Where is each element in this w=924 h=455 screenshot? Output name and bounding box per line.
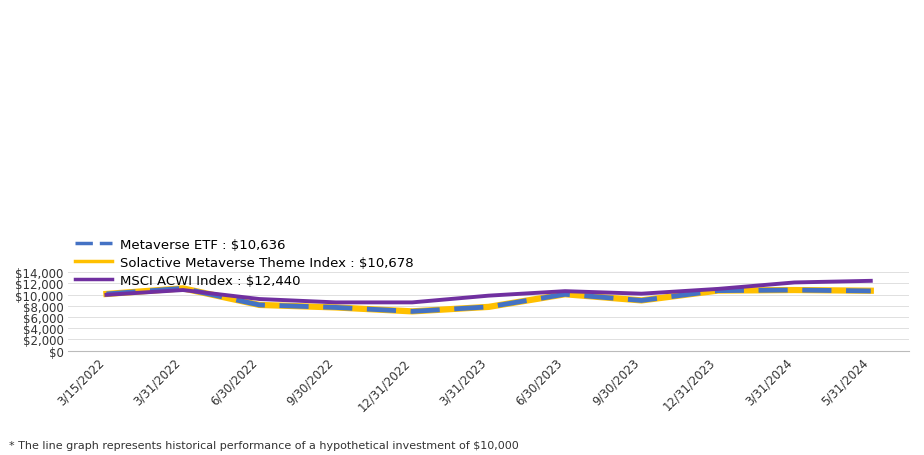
MSCI ACWI Index : $12,440: (9, 1.22e+04): $12,440: (9, 1.22e+04) — [789, 280, 800, 286]
Solactive Metaverse Theme Index : $10,678: (2, 8.15e+03): $10,678: (2, 8.15e+03) — [254, 303, 265, 308]
Metaverse ETF : $10,636: (5, 7.8e+03): $10,636: (5, 7.8e+03) — [483, 304, 494, 310]
Metaverse ETF : $10,636: (10, 1.06e+04): $10,636: (10, 1.06e+04) — [865, 288, 876, 294]
MSCI ACWI Index : $12,440: (1, 1.08e+04): $12,440: (1, 1.08e+04) — [177, 288, 188, 293]
Solactive Metaverse Theme Index : $10,678: (6, 1e+04): $10,678: (6, 1e+04) — [560, 292, 571, 297]
MSCI ACWI Index : $12,440: (0, 9.95e+03): $12,440: (0, 9.95e+03) — [101, 293, 112, 298]
Solactive Metaverse Theme Index : $10,678: (7, 8.95e+03): $10,678: (7, 8.95e+03) — [636, 298, 647, 303]
MSCI ACWI Index : $12,440: (2, 9.2e+03): $12,440: (2, 9.2e+03) — [254, 297, 265, 302]
Solactive Metaverse Theme Index : $10,678: (5, 7.8e+03): $10,678: (5, 7.8e+03) — [483, 304, 494, 310]
MSCI ACWI Index : $12,440: (5, 9.8e+03): $12,440: (5, 9.8e+03) — [483, 293, 494, 299]
Text: * The line graph represents historical performance of a hypothetical investment : * The line graph represents historical p… — [9, 440, 519, 450]
MSCI ACWI Index : $12,440: (7, 1.02e+04): $12,440: (7, 1.02e+04) — [636, 291, 647, 297]
Solactive Metaverse Theme Index : $10,678: (3, 7.7e+03): $10,678: (3, 7.7e+03) — [330, 305, 341, 310]
Solactive Metaverse Theme Index : $10,678: (4, 7e+03): $10,678: (4, 7e+03) — [407, 309, 418, 314]
Metaverse ETF : $10,636: (4, 7e+03): $10,636: (4, 7e+03) — [407, 309, 418, 314]
Solactive Metaverse Theme Index : $10,678: (10, 1.07e+04): $10,678: (10, 1.07e+04) — [865, 288, 876, 294]
Solactive Metaverse Theme Index : $10,678: (9, 1.08e+04): $10,678: (9, 1.08e+04) — [789, 288, 800, 293]
MSCI ACWI Index : $12,440: (4, 8.6e+03): $12,440: (4, 8.6e+03) — [407, 300, 418, 305]
Metaverse ETF : $10,636: (7, 8.95e+03): $10,636: (7, 8.95e+03) — [636, 298, 647, 303]
Metaverse ETF : $10,636: (9, 1.08e+04): $10,636: (9, 1.08e+04) — [789, 288, 800, 293]
Solactive Metaverse Theme Index : $10,678: (8, 1.07e+04): $10,678: (8, 1.07e+04) — [712, 288, 723, 293]
Solactive Metaverse Theme Index : $10,678: (0, 1.01e+04): $10,678: (0, 1.01e+04) — [101, 292, 112, 297]
Metaverse ETF : $10,636: (3, 7.7e+03): $10,636: (3, 7.7e+03) — [330, 305, 341, 310]
Metaverse ETF : $10,636: (0, 1.01e+04): $10,636: (0, 1.01e+04) — [101, 292, 112, 297]
Legend: Metaverse ETF : $10,636, Solactive Metaverse Theme Index : $10,678, MSCI ACWI In: Metaverse ETF : $10,636, Solactive Metav… — [75, 238, 413, 288]
Solactive Metaverse Theme Index : $10,678: (1, 1.11e+04): $10,678: (1, 1.11e+04) — [177, 286, 188, 292]
MSCI ACWI Index : $12,440: (8, 1.1e+04): $12,440: (8, 1.1e+04) — [712, 287, 723, 292]
Line: Metaverse ETF : $10,636: Metaverse ETF : $10,636 — [106, 289, 870, 312]
Line: Solactive Metaverse Theme Index : $10,678: Solactive Metaverse Theme Index : $10,67… — [106, 289, 870, 312]
Metaverse ETF : $10,636: (2, 8.15e+03): $10,636: (2, 8.15e+03) — [254, 303, 265, 308]
Line: MSCI ACWI Index : $12,440: MSCI ACWI Index : $12,440 — [106, 281, 870, 303]
Metaverse ETF : $10,636: (6, 1e+04): $10,636: (6, 1e+04) — [560, 292, 571, 297]
Metaverse ETF : $10,636: (8, 1.07e+04): $10,636: (8, 1.07e+04) — [712, 288, 723, 293]
MSCI ACWI Index : $12,440: (3, 8.6e+03): $12,440: (3, 8.6e+03) — [330, 300, 341, 305]
Metaverse ETF : $10,636: (1, 1.11e+04): $10,636: (1, 1.11e+04) — [177, 286, 188, 292]
MSCI ACWI Index : $12,440: (6, 1.06e+04): $12,440: (6, 1.06e+04) — [560, 289, 571, 294]
MSCI ACWI Index : $12,440: (10, 1.24e+04): $12,440: (10, 1.24e+04) — [865, 278, 876, 284]
